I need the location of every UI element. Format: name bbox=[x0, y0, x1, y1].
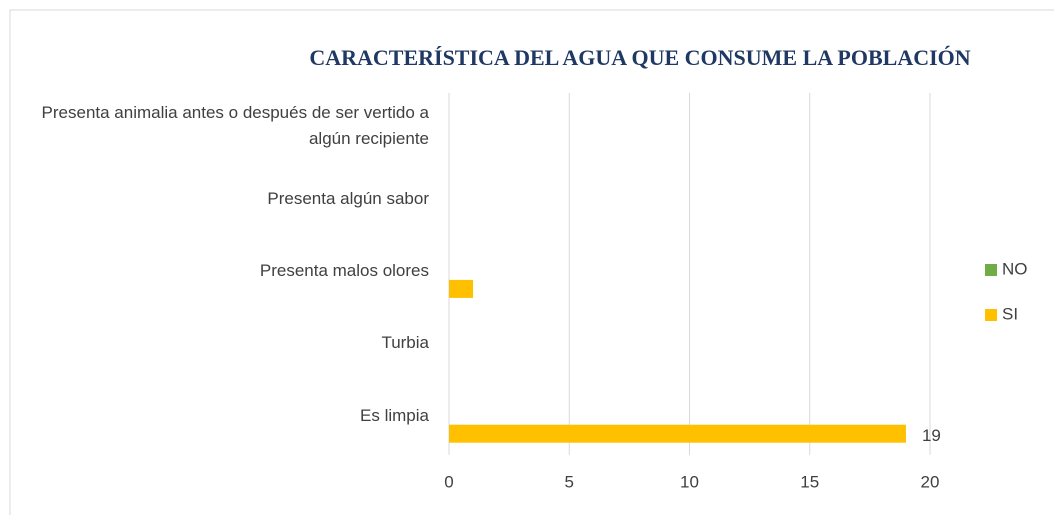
x-tick-label: 10 bbox=[680, 472, 699, 491]
legend-swatch bbox=[985, 309, 997, 321]
y-tick-label: Turbia bbox=[381, 333, 429, 353]
legend-label: SI bbox=[1002, 304, 1018, 323]
bar bbox=[449, 424, 906, 443]
legend-swatch bbox=[985, 264, 997, 276]
chart-title: CARACTERÍSTICA DEL AGUA QUE CONSUME LA P… bbox=[309, 45, 970, 70]
x-tick-label: 15 bbox=[800, 472, 819, 491]
bar bbox=[449, 279, 474, 298]
data-label: 19 bbox=[922, 426, 941, 445]
chart-border bbox=[9, 9, 1054, 515]
x-tick-label: 5 bbox=[565, 472, 574, 491]
legend-label: NO bbox=[1002, 259, 1028, 278]
x-tick-label: 0 bbox=[444, 472, 453, 491]
y-tick-label: Presenta malos olores bbox=[259, 261, 429, 280]
x-tick-label: 20 bbox=[921, 472, 940, 491]
y-tick-label: Es limpia bbox=[360, 405, 429, 425]
y-tick-label: Presenta animalia antes o después de ser… bbox=[41, 103, 429, 149]
y-tick-label: Presenta algún sabor bbox=[267, 188, 429, 208]
